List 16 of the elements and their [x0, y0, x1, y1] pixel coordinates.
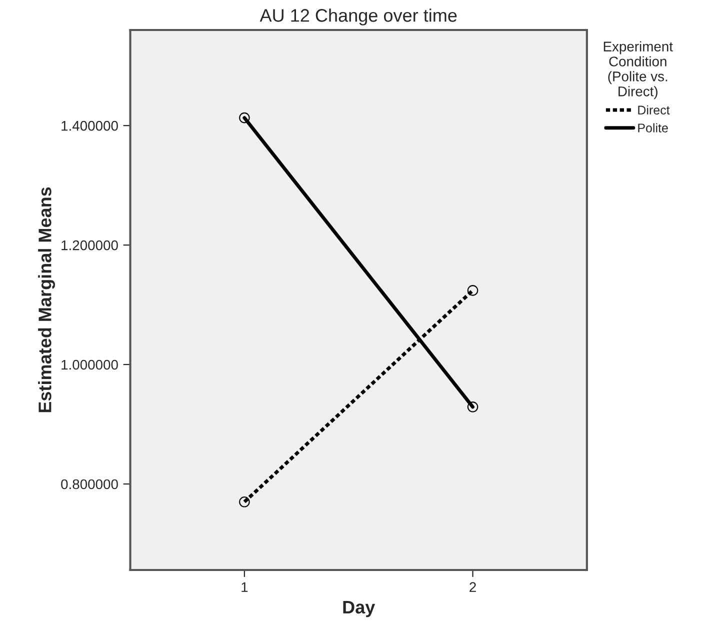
y-axis-title: Estimated Marginal Means [38, 187, 55, 412]
point [467, 285, 478, 296]
legend-label: Polite [638, 123, 668, 132]
y-tick-label: 1.200000 [62, 240, 118, 250]
x-tick-label: 2 [470, 582, 476, 592]
legend-label: Direct [638, 105, 670, 115]
y-tick-label: 1.000000 [62, 360, 118, 370]
y-tick-label: 0.800000 [61, 479, 118, 490]
chart-title: AU 12 Change over time [260, 8, 457, 26]
point [239, 496, 250, 508]
point [239, 112, 250, 124]
y-tick-label: 1.400000 [62, 120, 118, 131]
x-tick-label: 1 [242, 582, 248, 592]
legend-title: Experiment Condition (Polite vs. Direct) [604, 41, 673, 100]
point [467, 402, 478, 412]
x-axis-title: Day [343, 600, 376, 618]
